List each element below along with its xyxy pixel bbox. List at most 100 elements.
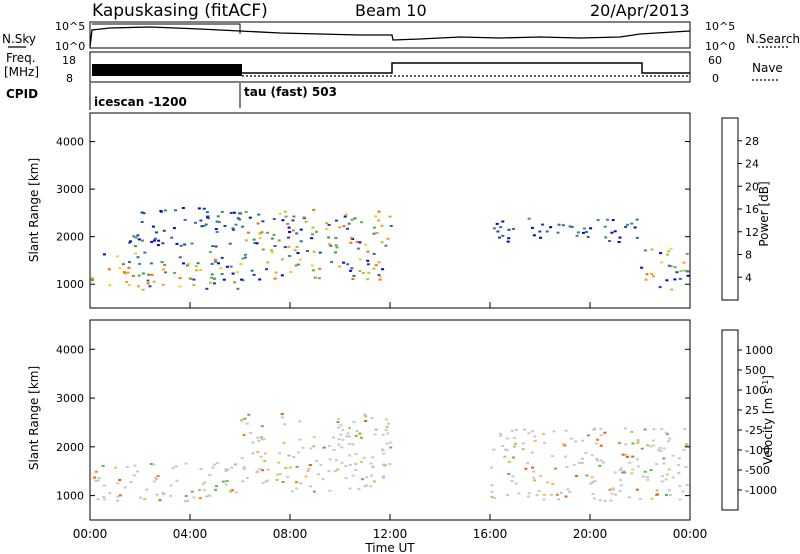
range-gate-cell xyxy=(278,452,281,455)
range-gate-cell xyxy=(224,470,228,472)
range-gate-cell xyxy=(643,249,647,252)
range-gate-cell xyxy=(140,239,144,242)
noise-right-tick-top: 10^5 xyxy=(705,20,735,33)
range-gate-cell xyxy=(149,463,153,465)
range-gate-cell xyxy=(671,476,675,479)
range-gate-cell xyxy=(334,251,337,254)
noise-left-tick-bottom: 10^0 xyxy=(55,40,85,53)
range-gate-cell xyxy=(270,249,273,252)
range-gate-cell xyxy=(260,231,264,234)
range-gate-cell xyxy=(658,446,662,449)
range-gate-cell xyxy=(380,448,384,451)
colorbar-tick-label: 12 xyxy=(745,226,759,239)
range-gate-cell xyxy=(211,245,215,248)
range-gate-cell xyxy=(351,278,355,280)
range-gate-cell xyxy=(184,495,188,497)
range-gate-cell xyxy=(171,467,175,470)
range-gate-cell xyxy=(163,264,167,266)
range-gate-cell xyxy=(245,422,249,425)
range-gate-cell xyxy=(251,441,255,444)
range-gate-cell xyxy=(118,267,122,270)
range-gate-cell xyxy=(201,483,205,486)
range-gate-cell xyxy=(666,253,669,256)
range-gate-cell xyxy=(490,484,494,487)
range-gate-cell xyxy=(372,252,376,255)
range-gate-cell xyxy=(684,445,688,448)
range-gate-cell xyxy=(115,255,119,258)
range-gate-cell xyxy=(318,267,322,270)
range-gate-cell xyxy=(229,265,233,268)
range-gate-cell xyxy=(278,473,282,476)
range-gate-cell xyxy=(298,420,302,423)
range-gate-cell xyxy=(199,269,203,271)
range-gate-cell xyxy=(321,478,325,481)
range-gate-cell xyxy=(277,461,281,464)
range-gate-cell xyxy=(350,267,354,270)
range-gate-cell xyxy=(260,438,264,441)
range-gate-cell xyxy=(195,269,199,272)
range-gate-cell xyxy=(251,452,255,455)
range-gate-cell xyxy=(599,434,603,437)
range-gate-cell xyxy=(507,237,511,240)
range-gate-cell xyxy=(338,265,342,268)
range-gate-cell xyxy=(623,471,627,474)
range-gate-cell xyxy=(377,210,381,213)
range-gate-cell xyxy=(581,457,585,460)
range-gate-cell xyxy=(250,269,254,272)
range-gate-cell xyxy=(179,244,183,247)
colorbar-frame xyxy=(721,329,739,511)
range-gate-cell xyxy=(193,221,197,224)
range-gate-cell xyxy=(270,237,274,240)
range-gate-cell xyxy=(266,261,270,264)
range-gate-cell xyxy=(370,417,374,419)
range-gate-cell xyxy=(667,489,671,492)
freq-left-label-1: Freq. xyxy=(6,51,36,65)
range-gate-cell xyxy=(173,271,177,274)
range-gate-cell xyxy=(576,231,580,234)
y-tick-label: 4000 xyxy=(56,343,84,356)
freq-right-tick-bottom: 0 xyxy=(712,72,719,85)
range-gate-cell xyxy=(575,475,578,478)
range-gate-cell xyxy=(282,441,286,444)
range-gate-cell xyxy=(537,490,541,492)
range-gate-cell xyxy=(357,487,361,490)
range-gate-cell xyxy=(332,436,335,439)
range-gate-cell xyxy=(374,215,378,218)
range-gate-cell xyxy=(499,226,503,229)
cpid-label: CPID xyxy=(6,87,38,101)
range-gate-cell xyxy=(683,428,687,431)
range-gate-cell xyxy=(606,218,609,221)
range-gate-cell xyxy=(348,487,352,490)
range-gate-cell xyxy=(657,449,661,452)
range-gate-cell xyxy=(386,237,390,240)
range-gate-cell xyxy=(210,262,214,265)
range-gate-cell xyxy=(677,472,681,474)
range-gate-cell xyxy=(506,494,510,497)
range-gate-cell xyxy=(334,244,338,247)
range-gate-cell xyxy=(564,495,568,498)
range-gate-cell xyxy=(129,240,132,243)
range-gate-cell xyxy=(216,215,220,218)
range-gate-cell xyxy=(555,493,559,496)
range-gate-cell xyxy=(90,279,94,282)
colorbar-tick-label: 8 xyxy=(745,249,752,262)
range-gate-cell xyxy=(621,453,625,456)
range-gate-cell xyxy=(584,231,588,233)
range-gate-cell xyxy=(160,261,164,264)
range-gate-cell xyxy=(646,478,650,481)
range-gate-cell xyxy=(194,265,198,268)
range-gate-cell xyxy=(204,223,208,226)
range-gate-cell xyxy=(630,222,634,225)
range-gate-cell xyxy=(570,226,574,229)
range-gate-cell xyxy=(243,417,247,420)
range-gate-cell xyxy=(121,263,125,266)
range-gate-cell xyxy=(682,261,686,264)
range-gate-cell xyxy=(596,459,599,462)
range-gate-cell xyxy=(662,457,666,460)
range-gate-cell xyxy=(652,444,656,447)
range-gate-cell xyxy=(145,488,149,491)
range-gate-cell xyxy=(274,271,278,274)
range-gate-cell xyxy=(288,466,292,469)
range-gate-cell xyxy=(156,244,160,247)
